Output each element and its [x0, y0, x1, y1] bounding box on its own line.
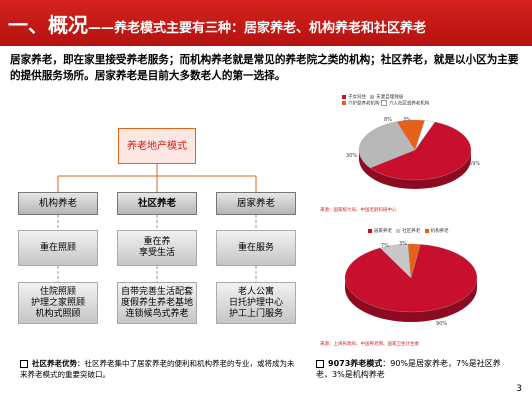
pie1-label-3: 3% — [403, 117, 411, 123]
diagram-col-institution: 机构养老 — [18, 192, 98, 215]
note-left-title: 社区养老优势 — [32, 359, 77, 368]
diagram-cell-home-types: 老人公寓 日托护理中心 护工上门服务 — [216, 282, 296, 324]
note-9073-model: 9073养老模式：90%是居家养老，7%是社区养老，3%是机构养老 — [316, 358, 516, 380]
title-subtitle: 养老模式主要有三种：居家养老、机构养老和社区养老 — [114, 21, 427, 36]
note-right-title: 9073养老模式 — [328, 359, 383, 368]
pie2-legend-1: 社区养老 — [402, 229, 421, 234]
diagram-top-node: 养老地产模式 — [118, 128, 196, 164]
diagram-cell-institution-types: 住院照顾 护理之家照顾 机构式照顾 — [18, 282, 98, 324]
pie1-label-0: 59% — [469, 161, 481, 167]
pie1-legend-2: 介护型养老机构 — [348, 101, 380, 107]
pie1-legend: 子女同住 夫妻自理独居 介护型养老机构 介入社区或养老机构 — [342, 94, 429, 107]
pie1-legend-1: 夫妻自理独居 — [376, 95, 404, 100]
pie2-slice-2 — [407, 243, 421, 279]
pie1-legend-0: 子女同住 — [348, 95, 366, 100]
pie2-legend-2: 机构养老 — [430, 229, 449, 234]
pie1-slice-0 — [369, 121, 472, 181]
page-number: 3 — [516, 384, 522, 394]
pie1-slice-3 — [414, 120, 436, 151]
pie-chart-1 — [358, 119, 472, 189]
pie1-label-2: 8% — [384, 117, 392, 123]
pie2-side — [345, 278, 477, 322]
diagram-cell-home-focus: 重在服务 — [216, 230, 296, 266]
checkbox-bullet-icon — [316, 359, 324, 368]
pie2-source: 来源：上海民政局、中国养老网、国家卫生计生委 — [320, 342, 419, 347]
pie1-legend-3: 介入社区或养老机构 — [388, 101, 430, 107]
note-left-text: ：社区养老集中了居家养老的便利和机构养老的专业，或将成为未来养老模式的重要突破口… — [20, 359, 295, 379]
diagram-connectors — [57, 164, 257, 282]
pie-chart-2 — [344, 243, 478, 322]
pie2-legend-0: 居家养老 — [374, 229, 392, 234]
pie2-legend: 居家养老 社区养老 机构养老 — [368, 228, 449, 234]
pie1-source: 来源：国家统计局、中国老龄科研中心 — [320, 208, 397, 213]
note-community-advantage: 社区养老优势：社区养老集中了居家养老的便利和机构养老的专业，或将成为未来养老模式… — [20, 358, 300, 380]
title-bar: 一、概况——养老模式主要有三种：居家养老、机构养老和社区养老 — [0, 0, 532, 46]
diagram-col-home: 居家养老 — [216, 192, 296, 215]
checkbox-bullet-icon — [20, 360, 28, 368]
diagram-cell-institution-focus: 重在照顾 — [18, 230, 98, 266]
title-dash: —— — [88, 21, 114, 36]
diagram-col-community: 社区养老 — [117, 192, 197, 215]
intro-paragraph: 居家养老，即在家里接受养老服务；而机构养老就是常见的养老院之类的机构；社区养老，… — [10, 54, 519, 82]
pie2-label-1: 7% — [381, 243, 389, 249]
pie1-slice-1 — [358, 121, 416, 169]
pie2-label-0: 90% — [436, 321, 448, 327]
page-title: 一、概况——养老模式主要有三种：居家养老、机构养老和社区养老 — [8, 9, 426, 38]
pie2-label-2: 3% — [399, 241, 407, 247]
title-main: 一、概况 — [8, 13, 88, 37]
note-right-text: ：90%是居家养老，7%是社区养老，3%是机构养老 — [316, 359, 501, 379]
pie1-side — [359, 150, 471, 189]
pie1-label-1: 30% — [346, 153, 358, 159]
diagram-cell-community-types: 自带完善生活配套 度假养生养老基地 连锁候鸟式养老 — [117, 282, 197, 324]
diagram-cell-community-focus: 重在养 享受生活 — [117, 230, 197, 266]
